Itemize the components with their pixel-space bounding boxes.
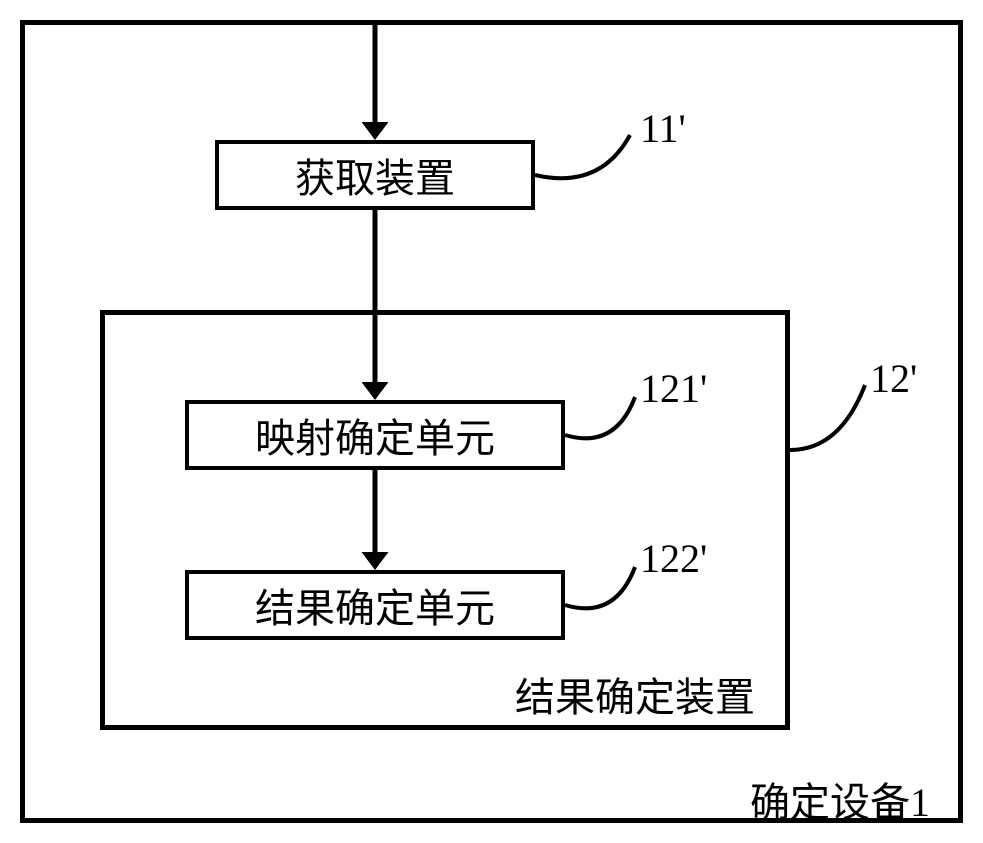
- outer-label: 确定设备1: [750, 770, 930, 828]
- flow-node-n11: 获取装置: [215, 140, 535, 210]
- ref-label-inner: 12': [870, 355, 917, 402]
- flow-node-text: 映射确定单元: [255, 406, 495, 464]
- ref-label-n121: 121': [640, 365, 707, 412]
- flow-node-text: 获取装置: [295, 146, 455, 204]
- ref-label-n11: 11': [640, 105, 686, 152]
- flow-node-n121: 映射确定单元: [185, 400, 565, 470]
- inner-label: 结果确定装置: [515, 665, 755, 723]
- flow-node-n122: 结果确定单元: [185, 570, 565, 640]
- ref-label-n122: 122': [640, 535, 707, 582]
- flow-node-text: 结果确定单元: [255, 576, 495, 634]
